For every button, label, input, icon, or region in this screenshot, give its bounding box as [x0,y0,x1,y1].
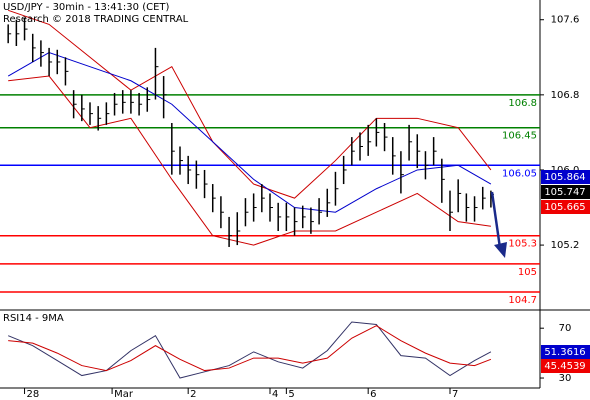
y-tick-label: 105.2 [551,240,580,251]
overlay-line [8,75,491,246]
level-label: 106.8 [508,98,537,109]
y-tick-label: 70 [559,323,572,334]
level-label: 104.7 [508,295,537,306]
x-tick-label: 28 [27,389,40,400]
price-box [541,345,590,359]
level-label: 105.3 [508,239,537,250]
level-label: 106.05 [502,168,537,179]
x-tick-label: 4 [272,389,278,400]
chart-subtitle: Research © 2018 TRADING CENTRAL [3,14,189,25]
x-tick-label: 5 [288,389,294,400]
overlay-line [8,9,492,199]
x-tick-label: 7 [452,389,458,400]
price-box [541,170,590,184]
plot: 107.6106.8106.0105.228Mar24567106.8106.4… [0,9,590,400]
price-box [541,359,590,373]
chart-title: USD/JPY - 30min - 13:41:30 (CET) [3,2,170,13]
level-label: 106.45 [502,131,537,142]
x-tick-label: Mar [114,389,134,400]
y-tick-label: 106.8 [551,90,580,101]
rsi-title: RSI14 - 9MA [3,313,64,324]
x-tick-label: 6 [370,389,376,400]
price-box-label: 45.4539 [544,361,585,372]
forecast-arrow [490,191,502,249]
price-box-label: 105.747 [544,187,585,198]
price-box-label: 105.665 [544,202,585,213]
price-box [541,185,590,199]
price-box-label: 105.864 [544,172,585,183]
rsi-line [8,325,492,372]
level-label: 105 [518,267,537,278]
forecast-arrowhead [494,242,507,258]
price-box-label: 51.3616 [544,347,585,358]
y-tick-label: 107.6 [551,15,580,26]
overlay-line [7,52,492,213]
price-box [541,200,590,214]
x-tick-label: 2 [190,389,196,400]
rsi-line [7,321,492,379]
y-tick-label: 30 [559,373,572,384]
